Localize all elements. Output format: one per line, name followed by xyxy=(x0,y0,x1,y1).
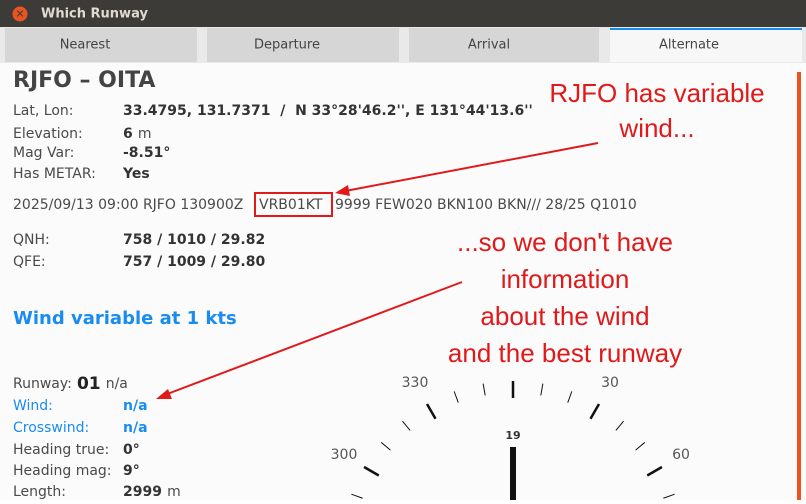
arrow xyxy=(339,142,599,193)
tab[interactable] xyxy=(207,28,399,62)
field-label: Heading true: xyxy=(13,442,109,458)
field-value: 758 / 1010 / 29.82 xyxy=(123,232,265,248)
annotation: ...so we don't have xyxy=(457,227,673,257)
tab-label: Arrival xyxy=(468,38,510,53)
field-value: 6 m xyxy=(123,124,151,143)
field-label: QNH: xyxy=(13,232,50,248)
tab-label: Departure xyxy=(254,38,320,53)
tab[interactable] xyxy=(5,28,197,62)
field-value: 757 / 1009 / 29.80 xyxy=(123,254,265,270)
title-bar xyxy=(0,0,806,27)
annotation: and the best runway xyxy=(448,338,682,368)
compass xyxy=(351,381,675,499)
close-button[interactable] xyxy=(12,6,28,22)
scrollbar[interactable] xyxy=(797,72,801,500)
field-value: 33.4795, 131.7371 / N 33°28'46.2'', E 13… xyxy=(123,103,533,119)
field-label: QFE: xyxy=(13,254,46,270)
field-value: Yes xyxy=(122,166,150,182)
compass-tick xyxy=(482,383,486,396)
value: 2999 xyxy=(123,484,162,500)
field-label: Lat, Lon: xyxy=(13,103,73,119)
field-value: n/a xyxy=(123,420,148,436)
tab-label: Alternate xyxy=(659,38,719,53)
compass-tick xyxy=(380,442,391,451)
metar-highlight: VRB01KT xyxy=(259,197,323,213)
compass-label: 60 xyxy=(672,447,690,463)
label: Runway: xyxy=(13,376,72,392)
field-label: Has METAR: xyxy=(13,166,96,182)
compass-tick xyxy=(402,420,411,431)
tab-active[interactable] xyxy=(610,28,802,62)
arrow xyxy=(161,281,463,397)
compass-tick xyxy=(589,403,601,420)
compass-tick xyxy=(425,403,437,420)
field-label: Heading mag: xyxy=(13,463,112,479)
runway-end-label: 19 xyxy=(505,429,520,442)
field-label: Length: xyxy=(13,484,66,500)
annotation: wind... xyxy=(618,113,694,143)
compass-tick xyxy=(567,391,573,403)
compass-label: 300 xyxy=(331,447,358,463)
value: 01 xyxy=(77,374,101,394)
annotation: about the wind xyxy=(480,301,649,331)
wind-summary: Wind variable at 1 kts xyxy=(13,308,237,329)
arrowhead xyxy=(156,389,172,399)
arrowhead xyxy=(335,185,350,196)
compass-tick xyxy=(635,442,646,451)
field-label: Elevation: xyxy=(13,126,83,142)
unit: m xyxy=(138,126,152,142)
unit: m xyxy=(167,484,181,500)
annotation: RJFO has variable xyxy=(549,78,764,108)
highlight-box xyxy=(254,192,333,217)
field-value: 9° xyxy=(123,463,140,479)
runway-needle xyxy=(510,447,516,504)
field-value: n/a xyxy=(123,398,148,414)
field-value: 2999 m xyxy=(123,482,181,501)
compass-tick xyxy=(540,383,544,396)
field-value: Runway: 01 n/a xyxy=(13,374,128,395)
annotation: information xyxy=(501,264,630,294)
compass-label: 30 xyxy=(601,375,619,391)
compass-label: 330 xyxy=(402,375,429,391)
compass-tick xyxy=(351,493,363,499)
field-label: Crosswind: xyxy=(13,420,89,436)
compass-tick xyxy=(663,493,675,499)
field-value: -8.51° xyxy=(123,145,170,161)
compass-tick xyxy=(363,465,380,477)
compass-tick xyxy=(646,465,663,477)
compass-tick xyxy=(615,420,624,431)
field-value: 0° xyxy=(123,442,140,458)
note: n/a xyxy=(106,376,128,392)
metar: 2025/09/13 09:00 RJFO 130900Z xyxy=(13,197,243,213)
value: 6 xyxy=(123,126,133,142)
tab-label: Nearest xyxy=(60,38,111,53)
tab-indicator xyxy=(610,28,802,30)
window-title: Which Runway xyxy=(41,7,148,22)
field-label: Wind: xyxy=(13,398,53,414)
metar: 9999 FEW020 BKN100 BKN/// 28/25 Q1010 xyxy=(335,197,637,213)
tab[interactable] xyxy=(409,28,599,62)
compass-tick xyxy=(453,391,459,403)
close-icon: ✕ xyxy=(15,8,24,21)
field-label: Mag Var: xyxy=(13,145,74,161)
airport-title: RJFO – OITA xyxy=(13,68,155,93)
